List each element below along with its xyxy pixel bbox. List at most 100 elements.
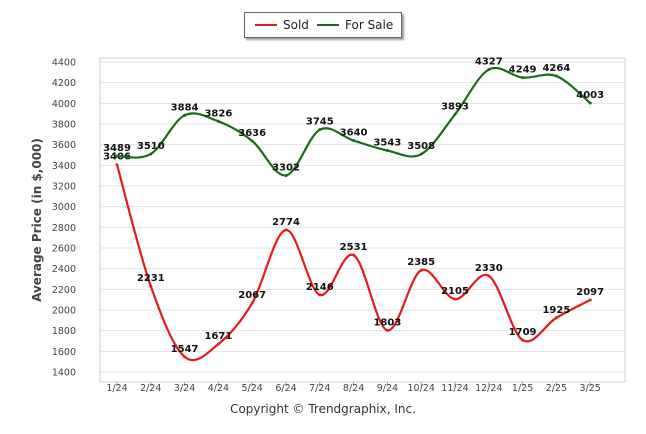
data-point-for-sale — [352, 139, 356, 143]
data-point-for-sale — [284, 173, 288, 177]
data-label-sold: 2231 — [137, 273, 165, 284]
x-tick-label: 8/24 — [343, 383, 364, 394]
data-point-sold — [352, 253, 356, 257]
legend-item-sold: Sold — [255, 18, 309, 32]
data-point-for-sale — [149, 152, 153, 156]
data-point-sold — [419, 268, 423, 272]
data-label-sold: 1925 — [542, 305, 570, 316]
data-label-sold: 1671 — [204, 331, 232, 342]
data-point-sold — [149, 284, 153, 288]
data-point-sold — [385, 328, 389, 332]
data-label-sold: 2774 — [272, 217, 300, 228]
x-tick-label: 11/24 — [441, 383, 468, 394]
data-label-for-sale: 3636 — [238, 128, 266, 139]
data-point-for-sale — [487, 68, 491, 72]
x-tick-label: 6/24 — [275, 383, 296, 394]
data-label-sold: 2385 — [407, 257, 435, 268]
copyright-footer: Copyright © Trendgraphix, Inc. — [230, 402, 416, 416]
data-point-sold — [453, 297, 457, 301]
x-tick-label: 2/24 — [140, 383, 161, 394]
data-point-sold — [487, 274, 491, 278]
data-label-for-sale: 3510 — [137, 141, 165, 152]
data-label-for-sale: 4264 — [542, 63, 570, 74]
x-tick-label: 1/24 — [106, 383, 127, 394]
legend-label-sold: Sold — [283, 18, 309, 32]
legend-swatch-sold — [255, 24, 277, 26]
data-point-for-sale — [521, 76, 525, 80]
data-point-for-sale — [250, 139, 254, 143]
data-label-for-sale: 4003 — [576, 90, 604, 101]
data-point-for-sale — [453, 112, 457, 116]
y-tick-label: 1600 — [52, 347, 76, 358]
y-axis-title: Average Price (in $,000) — [30, 138, 44, 302]
y-tick-label: 2600 — [52, 244, 76, 255]
data-label-sold: 2146 — [306, 282, 334, 293]
y-tick-label: 4200 — [52, 78, 76, 89]
data-point-sold — [250, 301, 254, 305]
data-label-for-sale: 3302 — [272, 162, 300, 173]
data-point-sold — [284, 228, 288, 232]
data-point-for-sale — [318, 128, 322, 132]
x-tick-label: 4/24 — [208, 383, 229, 394]
legend-swatch-for-sale — [317, 24, 339, 26]
legend-item-for-sale: For Sale — [317, 18, 393, 32]
data-point-for-sale — [115, 154, 119, 158]
data-label-sold: 2097 — [576, 287, 604, 298]
data-label-for-sale: 3489 — [103, 143, 131, 154]
data-label-sold: 2330 — [475, 263, 503, 274]
y-tick-label: 2200 — [52, 285, 76, 296]
x-tick-label: 7/24 — [309, 383, 330, 394]
x-tick-label: 3/24 — [174, 383, 195, 394]
y-tick-label: 3200 — [52, 182, 76, 193]
data-point-sold — [216, 342, 220, 346]
data-label-sold: 1709 — [509, 327, 537, 338]
x-tick-label: 2/25 — [546, 383, 567, 394]
data-point-sold — [115, 163, 119, 167]
y-tick-label: 1400 — [52, 368, 76, 379]
data-label-for-sale: 3893 — [441, 101, 469, 112]
data-point-sold — [521, 338, 525, 342]
data-label-for-sale: 4249 — [509, 65, 537, 76]
data-point-sold — [588, 298, 592, 302]
data-label-sold: 2531 — [340, 242, 368, 253]
x-tick-label: 9/24 — [377, 383, 398, 394]
data-point-for-sale — [419, 152, 423, 156]
y-tick-label: 4000 — [52, 99, 76, 110]
y-tick-label: 1800 — [52, 326, 76, 337]
data-point-for-sale — [588, 101, 592, 105]
x-tick-label: 3/25 — [580, 383, 601, 394]
data-label-for-sale: 3745 — [306, 117, 334, 128]
y-tick-label: 3000 — [52, 202, 76, 213]
data-label-for-sale: 4327 — [475, 57, 503, 68]
data-label-for-sale: 3826 — [204, 108, 232, 119]
data-label-sold: 1803 — [373, 317, 401, 328]
y-tick-label: 2000 — [52, 306, 76, 317]
x-tick-label: 1/25 — [512, 383, 533, 394]
data-label-for-sale: 3508 — [407, 141, 435, 152]
data-label-for-sale: 3884 — [171, 102, 199, 113]
plot-area — [99, 57, 626, 383]
y-tick-label: 3800 — [52, 120, 76, 131]
x-tick-label: 5/24 — [242, 383, 263, 394]
data-point-sold — [318, 293, 322, 297]
data-label-sold: 1547 — [171, 344, 199, 355]
x-tick-label: 10/24 — [408, 383, 435, 394]
y-tick-label: 3600 — [52, 140, 76, 151]
x-tick-label: 12/24 — [475, 383, 502, 394]
data-point-for-sale — [216, 119, 220, 123]
data-point-sold — [183, 355, 187, 359]
data-point-sold — [554, 316, 558, 320]
y-tick-label: 4400 — [52, 58, 76, 69]
data-label-sold: 2105 — [441, 286, 469, 297]
legend: Sold For Sale — [244, 12, 402, 38]
data-point-for-sale — [385, 149, 389, 153]
y-tick-label: 3400 — [52, 161, 76, 172]
y-tick-label: 2400 — [52, 264, 76, 275]
data-label-for-sale: 3640 — [340, 128, 368, 139]
data-point-for-sale — [554, 74, 558, 78]
legend-label-for-sale: For Sale — [345, 18, 394, 32]
y-tick-label: 2800 — [52, 223, 76, 234]
data-label-sold: 2067 — [238, 290, 266, 301]
data-point-for-sale — [183, 113, 187, 117]
